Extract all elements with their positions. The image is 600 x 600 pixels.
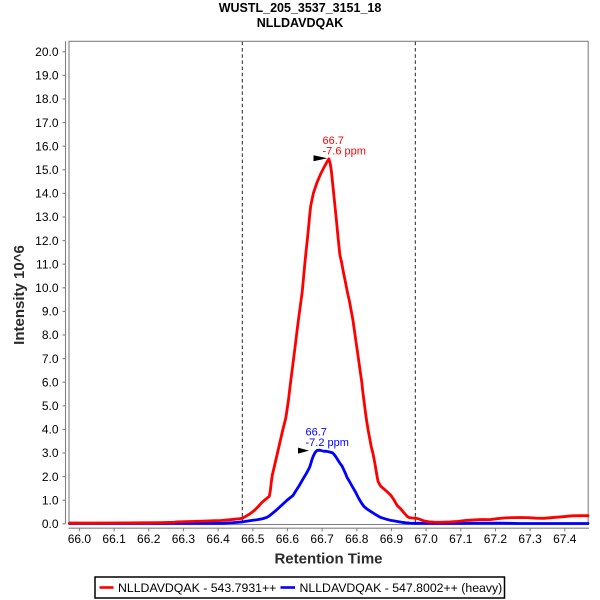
svg-text:66.2: 66.2: [137, 532, 161, 546]
svg-text:66.4: 66.4: [206, 532, 230, 546]
svg-text:66.6: 66.6: [276, 532, 300, 546]
svg-text:66.9: 66.9: [380, 532, 404, 546]
svg-text:20.0: 20.0: [35, 45, 59, 59]
svg-text:14.0: 14.0: [35, 187, 59, 201]
svg-text:19.0: 19.0: [35, 69, 59, 83]
svg-text:6.0: 6.0: [42, 375, 59, 389]
svg-text:2.0: 2.0: [42, 470, 59, 484]
svg-text:67.2: 67.2: [484, 532, 508, 546]
svg-text:-7.6 ppm: -7.6 ppm: [323, 146, 366, 158]
svg-text:18.0: 18.0: [35, 92, 59, 106]
svg-text:NLLDAVDQAK: NLLDAVDQAK: [257, 16, 344, 30]
svg-text:67.0: 67.0: [414, 532, 438, 546]
svg-text:Retention Time: Retention Time: [274, 551, 382, 568]
svg-text:66.7: 66.7: [323, 135, 344, 147]
svg-text:Intensity 10^6: Intensity 10^6: [11, 245, 28, 345]
svg-text:4.0: 4.0: [42, 423, 59, 437]
svg-text:66.7: 66.7: [306, 427, 327, 439]
svg-text:17.0: 17.0: [35, 116, 59, 130]
svg-text:66.7: 66.7: [310, 532, 334, 546]
svg-text:12.0: 12.0: [35, 234, 59, 248]
svg-text:-7.2 ppm: -7.2 ppm: [306, 437, 349, 449]
svg-text:67.1: 67.1: [449, 532, 473, 546]
svg-text:8.0: 8.0: [42, 328, 59, 342]
svg-text:16.0: 16.0: [35, 139, 59, 153]
svg-text:0.0: 0.0: [42, 517, 59, 531]
svg-text:NLLDAVDQAK - 543.7931++: NLLDAVDQAK - 543.7931++: [118, 581, 276, 595]
svg-text:67.3: 67.3: [518, 532, 542, 546]
svg-text:5.0: 5.0: [42, 399, 59, 413]
svg-text:66.0: 66.0: [68, 532, 92, 546]
svg-text:15.0: 15.0: [35, 163, 59, 177]
svg-text:66.5: 66.5: [241, 532, 265, 546]
svg-text:11.0: 11.0: [36, 257, 59, 271]
svg-text:67.4: 67.4: [553, 532, 577, 546]
svg-text:66.8: 66.8: [345, 532, 369, 546]
svg-text:NLLDAVDQAK - 547.8002++ (heavy: NLLDAVDQAK - 547.8002++ (heavy): [300, 581, 503, 595]
svg-text:66.1: 66.1: [102, 532, 126, 546]
svg-text:7.0: 7.0: [42, 352, 59, 366]
svg-text:1.0: 1.0: [42, 493, 59, 507]
svg-text:9.0: 9.0: [42, 305, 59, 319]
svg-text:WUSTL_205_3537_3151_18: WUSTL_205_3537_3151_18: [219, 1, 382, 15]
svg-text:66.3: 66.3: [172, 532, 196, 546]
svg-text:13.0: 13.0: [35, 210, 59, 224]
svg-text:10.0: 10.0: [35, 281, 59, 295]
svg-text:3.0: 3.0: [42, 446, 59, 460]
